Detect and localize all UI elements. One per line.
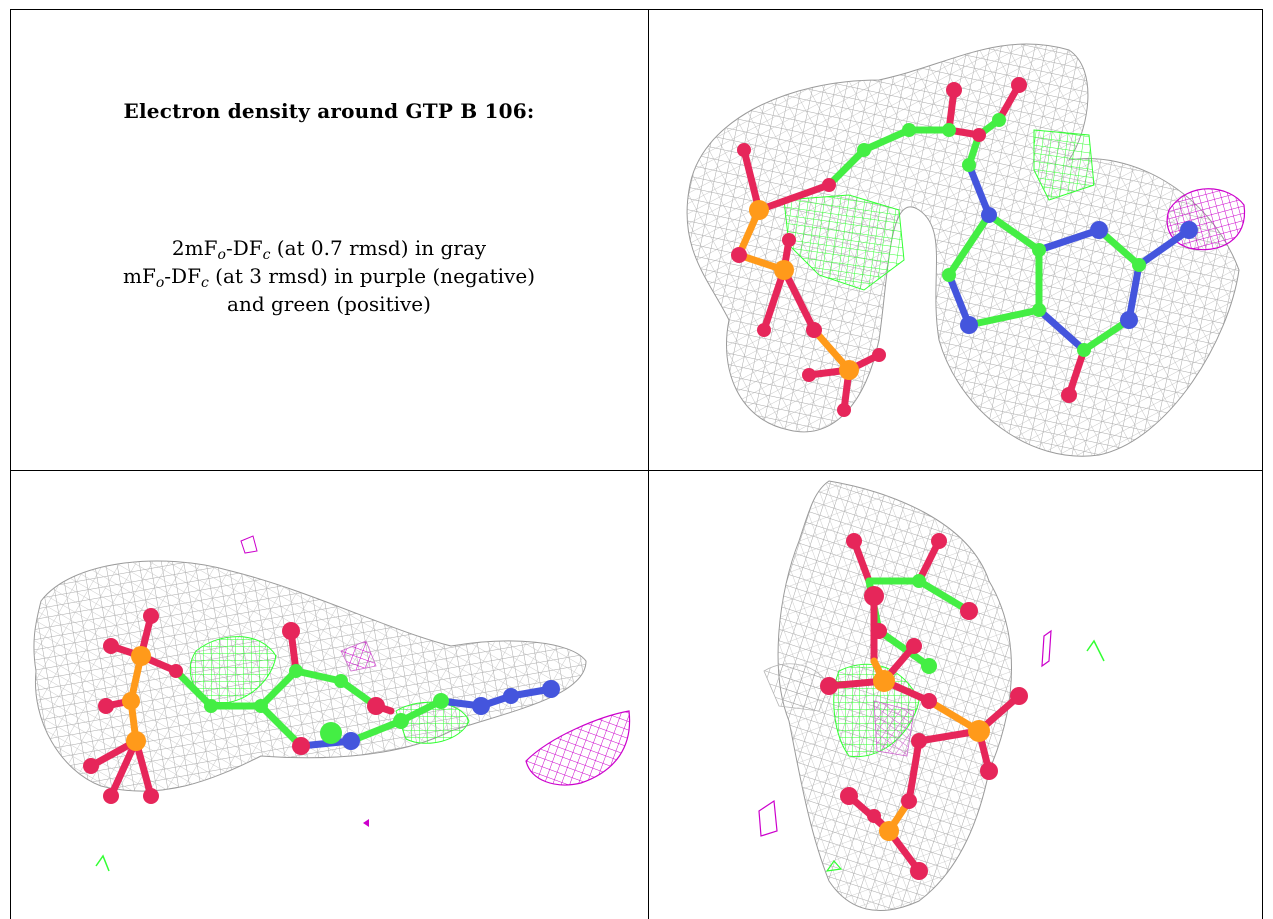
mesh-positive-green	[825, 860, 843, 872]
gtp-stick-model	[820, 533, 1028, 880]
table-border-left	[10, 9, 11, 919]
mesh-negative-purple	[758, 799, 778, 837]
caption-line-fofc: mFo-DFc (at 3 rmsd) in purple (negative)	[123, 264, 535, 291]
mesh-positive-green	[1086, 639, 1105, 662]
gtp-stick-model	[83, 608, 560, 804]
density-view-top-right	[649, 10, 1262, 470]
table-divider-vertical	[648, 9, 649, 919]
molecule-render	[758, 480, 1105, 912]
mesh-negative-purple	[363, 819, 369, 827]
mesh-positive-green	[189, 636, 277, 704]
caption-title: Electron density around GTP B 106:	[123, 99, 535, 123]
caption-line-colors: and green (positive)	[227, 292, 431, 316]
mesh-negative-purple	[525, 710, 631, 786]
mesh-positive-green	[783, 194, 905, 291]
table-border-right	[1262, 9, 1263, 919]
table-divider-horizontal	[10, 470, 1263, 471]
caption-cell: Electron density around GTP B 106: 2mFo-…	[10, 9, 648, 470]
caption-body: 2mFo-DFc (at 0.7 rmsd) in gray mFo-DFc (…	[10, 234, 648, 318]
atom-spheres	[820, 533, 1028, 880]
table-border-top	[10, 9, 1263, 10]
mesh-negative-purple	[240, 535, 258, 554]
molecule-render	[33, 535, 631, 872]
mesh-positive-green	[95, 854, 110, 872]
atom-spheres	[83, 608, 560, 804]
figure-table	[10, 9, 1263, 919]
mesh-positive-green	[1033, 129, 1095, 201]
molecule-render	[686, 43, 1246, 457]
density-view-bottom-right	[649, 471, 1262, 919]
atom-spheres	[731, 77, 1198, 417]
mesh-negative-purple	[873, 700, 915, 757]
mesh-negative-purple	[1041, 629, 1052, 668]
caption-line-2fofc: 2mFo-DFc (at 0.7 rmsd) in gray	[171, 236, 487, 263]
mesh-negative-purple	[340, 640, 377, 672]
gtp-stick-model	[731, 77, 1198, 417]
density-view-bottom-left	[11, 471, 648, 919]
